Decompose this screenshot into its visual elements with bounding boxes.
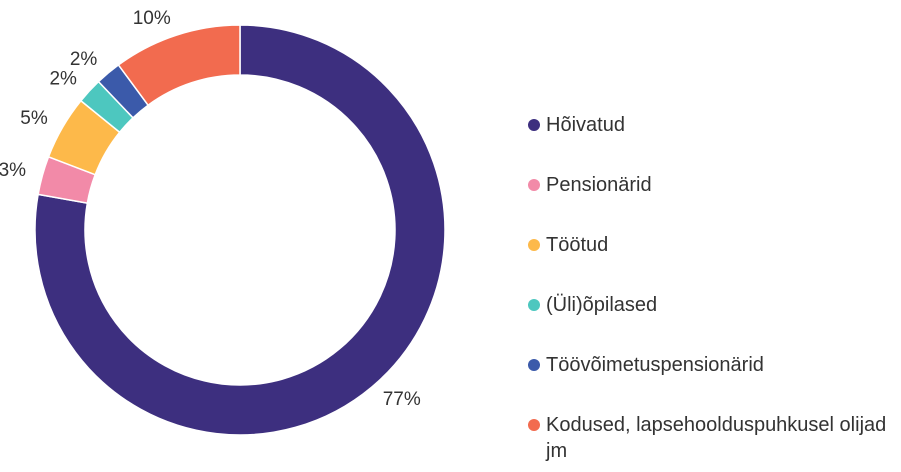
data-label: 10%	[133, 8, 171, 29]
legend-label: (Üli)õpilased	[546, 294, 658, 316]
page: {"chart_data": {"type": "donut", "catego…	[0, 8, 887, 462]
legend-label: Hõivatud	[546, 114, 625, 136]
legend-item: (Üli)õpilased	[528, 292, 898, 352]
data-label: 77%	[383, 389, 421, 410]
legend: Hõivatud Pensionärid Töötud (Üli)õpilased Tö…	[528, 112, 898, 472]
legend-item: Kodused, lapsehoolduspuhkusel olijad jm	[528, 412, 898, 472]
legend-item: Töötud	[528, 232, 898, 292]
data-label: 3%	[0, 160, 26, 181]
donut-segment	[34, 24, 446, 436]
data-label: 5%	[20, 108, 48, 129]
donut-segment	[117, 24, 241, 107]
legend-label: Töövõimetuspensionärid	[546, 354, 764, 376]
legend-item: Pensionärid	[528, 172, 898, 232]
legend-label: Kodused, lapsehoolduspuhkusel olijad jm	[546, 414, 887, 462]
chart: 77%3%5%2%2%10%	[0, 8, 446, 436]
legend-item: Hõivatud	[528, 112, 898, 172]
legend-label: Pensionärid	[546, 174, 652, 196]
legend-swatch	[528, 419, 540, 431]
legend-swatch	[528, 119, 540, 131]
legend-swatch	[528, 239, 540, 251]
legend-swatch	[528, 359, 540, 371]
legend-swatch	[528, 179, 540, 191]
data-label: 2%	[49, 68, 77, 89]
legend-item: Töövõimetuspensionärid	[528, 352, 898, 412]
legend-label: Töötud	[546, 234, 609, 256]
data-label: 2%	[70, 49, 98, 70]
legend-swatch	[528, 299, 540, 311]
